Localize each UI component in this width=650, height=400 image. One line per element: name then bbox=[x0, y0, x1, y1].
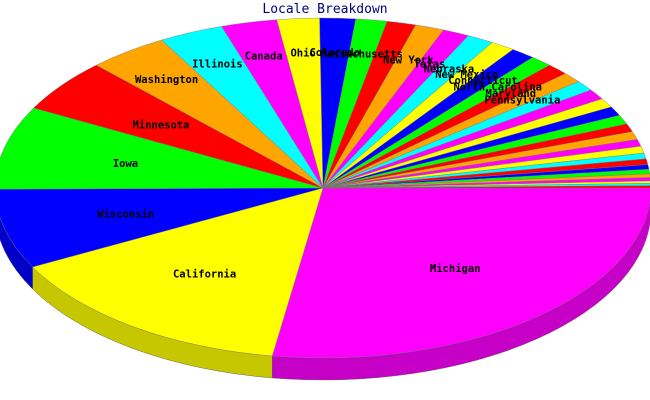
slice-label: New Mexico bbox=[435, 69, 498, 81]
slice-label: Nebraska bbox=[424, 64, 475, 76]
slice-unlabeled-37 bbox=[322, 185, 650, 189]
slice-unlabeled-36 bbox=[322, 183, 650, 189]
slice-label: California bbox=[173, 269, 236, 281]
slice-iowa bbox=[0, 107, 324, 190]
slice-label: Illinois bbox=[192, 59, 243, 71]
slice-label: Minnesota bbox=[133, 119, 190, 131]
slice-label: Iowa bbox=[113, 158, 138, 170]
slice-label: Connecticut bbox=[448, 75, 518, 87]
slice-label: North Carolina bbox=[453, 82, 542, 94]
slice-label: Ohio bbox=[290, 47, 315, 59]
pie-slices bbox=[0, 17, 650, 359]
slice-california bbox=[32, 187, 324, 357]
slice-labels: Michigan California Wisconsin Iowa Minnesota… bbox=[97, 47, 560, 281]
slice-label: Washington bbox=[135, 74, 198, 86]
slice-label: Texas bbox=[414, 59, 446, 71]
slice-unlabeled-34 bbox=[322, 177, 650, 189]
slice-label: Michigan bbox=[430, 263, 481, 275]
slice-label: Wisconsin bbox=[97, 209, 154, 221]
chart-title: Locale Breakdown bbox=[262, 2, 387, 17]
slice-label: New York bbox=[383, 54, 434, 66]
slice-wisconsin bbox=[0, 187, 324, 268]
slice-label: Maryland bbox=[486, 88, 537, 100]
slice-label: Massachusetts bbox=[321, 49, 403, 61]
slice-michigan bbox=[271, 187, 650, 359]
slice-label: Colorado bbox=[310, 47, 361, 59]
slice-label: Canada bbox=[245, 51, 283, 63]
slice-label: Pennsylvania bbox=[484, 95, 560, 107]
